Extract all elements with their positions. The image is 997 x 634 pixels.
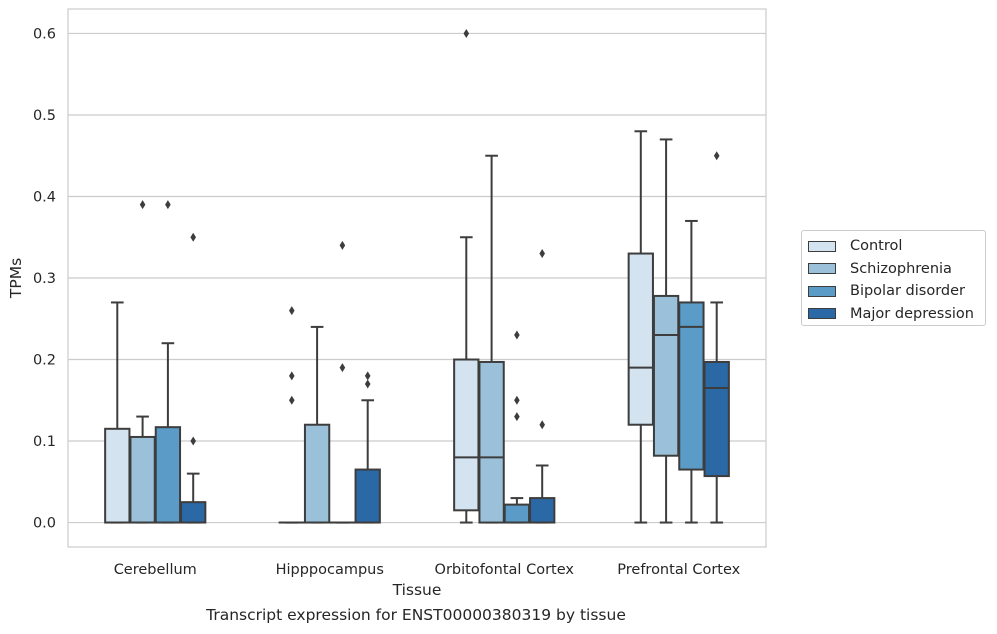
outlier-point-1 bbox=[514, 395, 520, 405]
box-3-0 bbox=[627, 130, 654, 524]
outlier-point-0 bbox=[364, 371, 371, 381]
box-rect bbox=[652, 294, 680, 457]
box-3-2 bbox=[678, 219, 705, 524]
outlier-point-0 bbox=[165, 200, 171, 210]
y-tick-label-0: 0.0 bbox=[33, 516, 56, 532]
gridlines bbox=[68, 32, 766, 524]
y-tick-label-3: 0.3 bbox=[33, 271, 56, 287]
y-tick-labels: 0.0 0.1 0.2 0.3 0.4 0.5 0.6 bbox=[33, 26, 56, 531]
box-plots bbox=[104, 28, 730, 524]
box-3-1 bbox=[652, 138, 680, 524]
outlier-point-0 bbox=[139, 200, 146, 210]
outlier-point-0 bbox=[339, 240, 346, 250]
legend-item-control: Control bbox=[808, 235, 985, 258]
box-rect bbox=[180, 501, 207, 524]
legend-swatch-schizophrenia bbox=[808, 263, 836, 275]
legend-label-bipolar-disorder: Bipolar disorder bbox=[850, 283, 965, 300]
x-tick-label-2: Orbitofontal Cortex bbox=[435, 562, 575, 578]
box-0-2 bbox=[154, 200, 182, 524]
x-tick-label-1: Hipppocampus bbox=[276, 562, 384, 578]
x-axis-title: Tissue bbox=[392, 581, 442, 599]
box-2-1 bbox=[478, 154, 505, 524]
outlier-point-1 bbox=[289, 371, 295, 381]
legend-swatch-bipolar-disorder bbox=[808, 285, 836, 297]
figure-caption: Transcript expression for ENST0000038031… bbox=[206, 606, 626, 624]
box-rect bbox=[354, 468, 381, 524]
outlier-point-1 bbox=[190, 436, 196, 446]
legend-item-major-depression: Major depression bbox=[808, 303, 985, 326]
box-3-3 bbox=[703, 151, 730, 524]
outlier-point-0 bbox=[289, 306, 295, 316]
outlier-point-0 bbox=[539, 249, 545, 259]
box-rect bbox=[503, 503, 531, 524]
box-0-1 bbox=[129, 200, 156, 524]
box-rect bbox=[303, 423, 331, 524]
outlier-point-1 bbox=[539, 420, 545, 430]
box-rect bbox=[104, 427, 131, 524]
box-rect bbox=[453, 358, 480, 512]
box-rect bbox=[627, 252, 654, 426]
box-rect bbox=[529, 497, 556, 524]
legend-item-bipolar-disorder: Bipolar disorder bbox=[808, 280, 985, 303]
box-2-0 bbox=[453, 28, 480, 524]
outlier-point-0 bbox=[514, 330, 520, 340]
legend-label-major-depression: Major depression bbox=[850, 305, 974, 322]
outlier-point-2 bbox=[514, 412, 520, 422]
box-rect bbox=[154, 426, 182, 524]
box-1-0 bbox=[278, 306, 305, 524]
box-rect bbox=[703, 360, 730, 478]
outlier-point-0 bbox=[713, 151, 720, 161]
legend-item-schizophrenia: Schizophrenia bbox=[808, 258, 985, 281]
box-rect bbox=[478, 360, 505, 524]
outlier-point-2 bbox=[289, 395, 295, 405]
box-0-0 bbox=[104, 301, 131, 524]
y-tick-label-2: 0.2 bbox=[33, 353, 56, 369]
legend-swatch-control bbox=[808, 240, 836, 252]
x-tick-label-0: Cerebellum bbox=[114, 562, 197, 578]
box-2-3 bbox=[529, 249, 556, 524]
plot-frame bbox=[67, 8, 767, 548]
legend-label-control: Control bbox=[850, 238, 903, 255]
y-axis-title: TPMs bbox=[7, 258, 25, 299]
y-tick-label-4: 0.4 bbox=[33, 189, 56, 205]
box-1-3 bbox=[354, 371, 381, 524]
outlier-point-1 bbox=[339, 363, 346, 373]
y-tick-label-1: 0.1 bbox=[33, 434, 56, 450]
box-1-2 bbox=[329, 240, 356, 524]
outlier-point-0 bbox=[190, 232, 196, 242]
legend-label-schizophrenia: Schizophrenia bbox=[850, 260, 952, 277]
y-tick-label-5: 0.5 bbox=[33, 108, 56, 124]
legend: Control Schizophrenia Bipolar disorder M… bbox=[801, 230, 986, 326]
legend-swatch-major-depression bbox=[808, 308, 836, 320]
y-tick-label-6: 0.6 bbox=[33, 26, 56, 42]
box-1-1 bbox=[303, 325, 331, 524]
x-tick-label-3: Prefrontal Cortex bbox=[617, 562, 740, 578]
outlier-point-0 bbox=[463, 28, 470, 38]
box-0-3 bbox=[180, 232, 207, 524]
outlier-point-1 bbox=[364, 379, 371, 389]
x-tick-labels: Cerebellum Hipppocampus Orbitofontal Corte… bbox=[114, 562, 741, 578]
box-rect bbox=[129, 435, 156, 524]
